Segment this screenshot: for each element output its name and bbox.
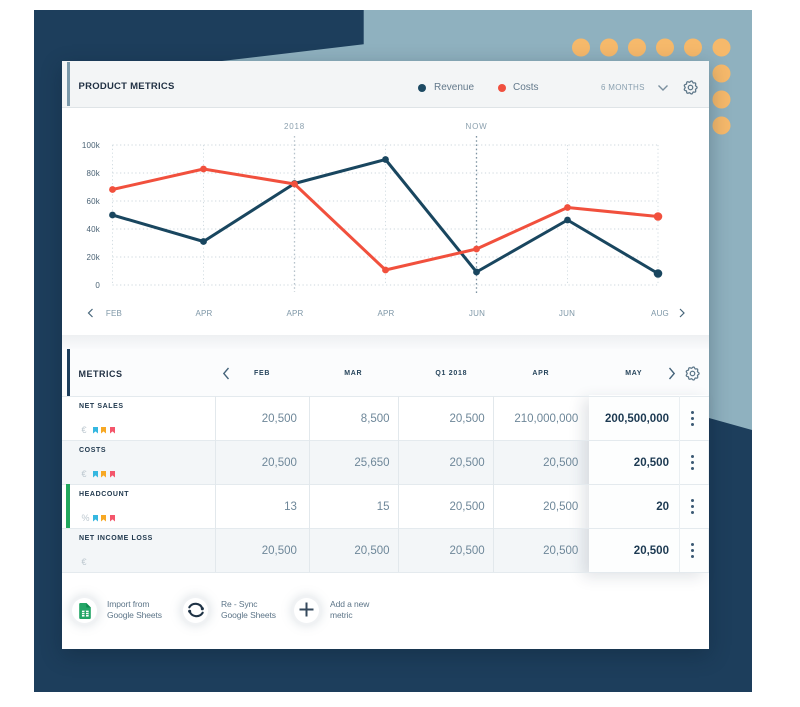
- svg-text:APR: APR: [377, 309, 394, 318]
- svg-text:FEB: FEB: [106, 309, 122, 318]
- svg-text:60k: 60k: [87, 197, 101, 206]
- svg-text:APR: APR: [195, 309, 212, 318]
- svg-text:100k: 100k: [82, 141, 101, 150]
- svg-text:JUN: JUN: [469, 309, 485, 318]
- svg-text:0: 0: [95, 281, 100, 290]
- svg-text:80k: 80k: [87, 169, 101, 178]
- svg-text:40k: 40k: [87, 225, 101, 234]
- svg-text:APR: APR: [286, 309, 303, 318]
- svg-text:NOW: NOW: [466, 122, 488, 131]
- svg-text:2018: 2018: [284, 122, 305, 131]
- svg-text:JUN: JUN: [559, 309, 575, 318]
- svg-text:20k: 20k: [87, 253, 101, 262]
- svg-text:AUG: AUG: [651, 309, 669, 318]
